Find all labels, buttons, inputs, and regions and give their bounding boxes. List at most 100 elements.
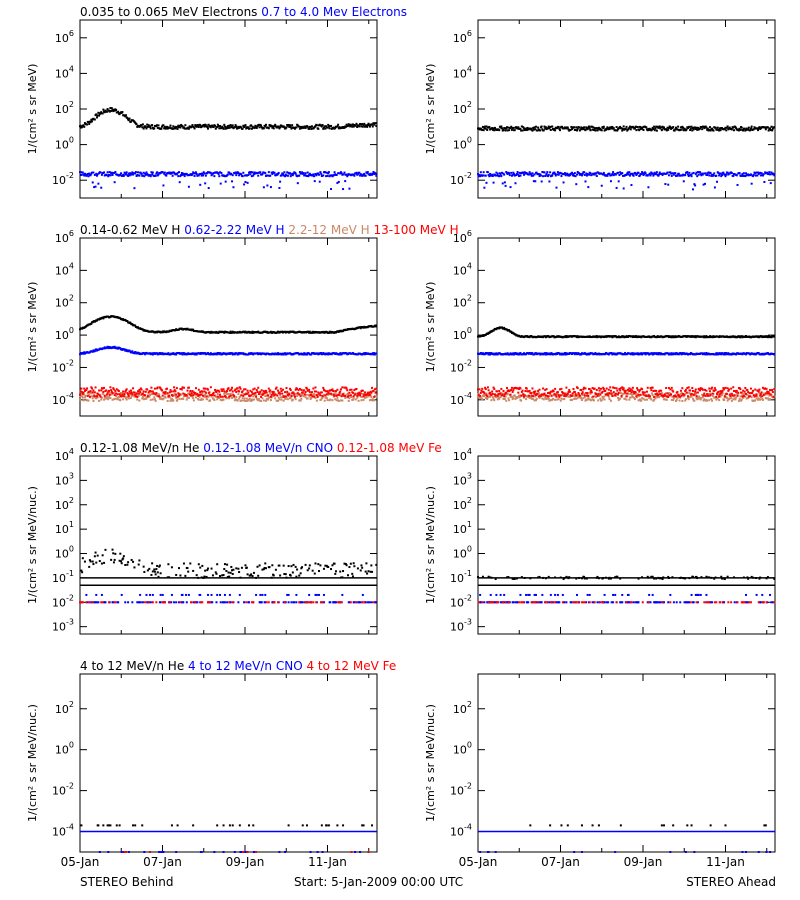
y-tick-base: 10 [55, 67, 69, 80]
data-point [132, 394, 135, 397]
data-point [219, 182, 222, 185]
data-point [235, 174, 238, 177]
data-point [649, 397, 652, 400]
data-point [532, 395, 535, 398]
data-point [735, 396, 738, 399]
data-point [676, 396, 679, 399]
data-point [351, 125, 354, 128]
data-point [511, 173, 514, 176]
data-point [543, 125, 546, 128]
data-point [327, 171, 330, 174]
data-point [247, 398, 250, 401]
data-point [491, 396, 494, 399]
data-point [178, 126, 180, 129]
data-point [669, 171, 672, 174]
data-point [315, 393, 318, 396]
data-point [297, 389, 300, 392]
data-point [723, 396, 726, 399]
data-point [624, 127, 627, 130]
data-point [246, 399, 249, 402]
data-point [261, 397, 264, 400]
data-point [102, 108, 105, 111]
y-tick-exp: -4 [464, 391, 472, 400]
data-point [709, 392, 712, 395]
data-point [650, 171, 653, 174]
data-point [265, 174, 268, 177]
data-point [219, 125, 222, 128]
data-point [278, 391, 281, 394]
data-point [551, 398, 554, 401]
data-point [532, 126, 535, 129]
data-point [124, 348, 127, 351]
data-point [173, 126, 176, 129]
data-point [282, 174, 285, 177]
data-point [696, 398, 699, 401]
data-point [351, 123, 354, 126]
data-point [700, 126, 703, 129]
data-point [530, 394, 533, 397]
data-point [479, 175, 482, 178]
data-point [167, 396, 170, 399]
data-point [292, 172, 295, 175]
data-point [683, 127, 686, 130]
data-point [640, 352, 643, 355]
data-point [299, 125, 302, 128]
data-point [80, 392, 83, 395]
data-point [532, 180, 535, 183]
data-point [537, 392, 540, 395]
data-point [245, 174, 248, 177]
data-point [556, 171, 559, 174]
data-point [579, 128, 582, 131]
data-point [532, 390, 535, 393]
data-point [162, 184, 165, 187]
data-point [118, 393, 121, 396]
data-point [478, 388, 481, 391]
data-point [226, 125, 229, 128]
data-point [302, 126, 305, 129]
data-point [98, 172, 101, 175]
data-point [109, 397, 112, 400]
data-point [172, 125, 175, 128]
data-point [133, 391, 136, 394]
data-series [79, 107, 378, 130]
data-point [690, 395, 693, 398]
data-point [682, 173, 685, 176]
data-point [321, 395, 324, 398]
data-point [286, 171, 289, 174]
data-point [310, 331, 313, 334]
data-point [83, 389, 86, 392]
data-point [759, 398, 762, 401]
data-point [578, 172, 581, 175]
data-point [203, 395, 206, 398]
data-point [749, 173, 752, 176]
data-point [94, 185, 97, 188]
data-point [84, 394, 87, 397]
data-point [112, 110, 115, 113]
data-point [110, 171, 113, 174]
data-point [689, 174, 692, 177]
data-point [583, 126, 586, 129]
data-point [217, 352, 220, 355]
data-point [165, 387, 168, 390]
data-point [484, 127, 487, 130]
data-point [706, 127, 709, 130]
data-point [300, 172, 303, 175]
data-point [300, 397, 303, 400]
data-point [532, 174, 535, 177]
data-point [368, 125, 371, 128]
data-point [552, 390, 555, 393]
data-point [294, 172, 297, 175]
data-point [229, 330, 232, 333]
y-axis-label: 1/(cm² s sr MeV) [26, 282, 39, 373]
data-point [204, 387, 207, 390]
data-point [216, 125, 219, 128]
data-point [638, 129, 641, 132]
data-point [223, 125, 226, 128]
data-point [194, 353, 197, 356]
data-point [239, 387, 242, 390]
data-point [375, 395, 378, 398]
data-point [267, 127, 270, 130]
data-point [366, 123, 369, 126]
data-point [103, 398, 106, 401]
data-point [81, 396, 84, 399]
